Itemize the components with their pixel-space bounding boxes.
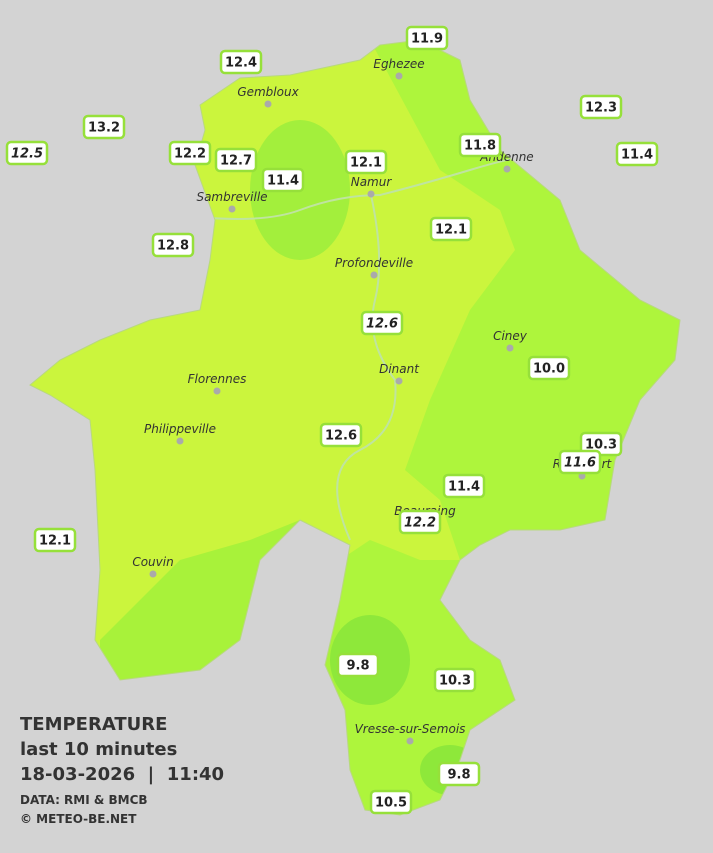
readings: 12.4 11.9 13.2 12.5 12.2 12.7 12.1 11.8 12.3 11.4… [5, 25, 659, 815]
reading-value: 12.2 [404, 516, 436, 531]
reading-value: 12.1 [39, 534, 71, 549]
reading-box [458, 132, 502, 158]
city-label: Ciney [493, 329, 528, 343]
reading-box [151, 232, 195, 258]
reading-value: 11.9 [411, 32, 443, 47]
city-label: Philippeville [144, 422, 216, 436]
reading-value: 12.6 [366, 317, 398, 332]
reading-box [398, 509, 442, 535]
city-dot [264, 100, 272, 108]
city-label: Profondeville [335, 256, 413, 270]
city-dot [406, 737, 414, 745]
reading-box [558, 449, 602, 475]
reading-value: 13.2 [88, 121, 120, 136]
legend-timestamp: 18-03-2026 | 11:40 [20, 764, 224, 785]
reading-box [433, 667, 477, 693]
reading-value: 11.8 [464, 139, 496, 154]
reading-box [261, 167, 305, 193]
city-dot [149, 570, 157, 578]
reading-value: 12.6 [325, 429, 357, 444]
reading-box [319, 422, 363, 448]
legend-subtitle: last 10 minutes [20, 739, 177, 760]
reading-box [219, 49, 263, 75]
reading-value: 10.3 [585, 438, 617, 453]
city-label: Eghezee [373, 57, 424, 71]
reading-value: 10.0 [533, 362, 565, 377]
reading-value: 12.1 [435, 223, 467, 238]
city-label: Gembloux [237, 85, 299, 99]
reading-box [369, 789, 413, 815]
city-dot [506, 344, 514, 352]
reading-box [82, 114, 126, 140]
city-dot [503, 165, 511, 173]
reading-box [168, 140, 212, 166]
reading-box [405, 25, 449, 51]
city-label: Couvin [132, 555, 173, 569]
city-label: Dinant [379, 362, 420, 376]
city-label: Namur [351, 175, 393, 189]
city-dot [395, 72, 403, 80]
reading-box [442, 473, 486, 499]
reading-box [336, 652, 380, 678]
reading-value: 12.1 [350, 156, 382, 171]
city-dot [213, 387, 221, 395]
legend-source: DATA: RMI & BMCB [20, 793, 148, 807]
reading-value: 12.2 [174, 147, 206, 162]
reading-value: 10.3 [439, 674, 471, 689]
reading-value: 11.4 [267, 174, 299, 189]
reading-box [579, 94, 623, 120]
reading-value: 12.4 [225, 56, 257, 71]
city-dot [228, 205, 236, 213]
legend-title: TEMPERATURE [20, 714, 167, 735]
reading-box [360, 310, 404, 336]
legend-copyright: © METEO-BE.NET [20, 812, 137, 826]
reading-value: 11.6 [564, 456, 596, 471]
reading-box [615, 141, 659, 167]
reading-value: 9.8 [346, 659, 369, 674]
reading-value: 11.4 [621, 148, 653, 163]
city-label: Florennes [188, 372, 247, 386]
city-label: Sambreville [196, 190, 267, 204]
reading-box [527, 355, 571, 381]
legend: TEMPERATURE last 10 minutes 18-03-2026 |… [20, 714, 224, 826]
reading-box [437, 761, 481, 787]
reading-value: 11.4 [448, 480, 480, 495]
reading-box [214, 147, 258, 173]
reading-box [429, 216, 473, 242]
reading-value: 10.5 [375, 796, 407, 811]
reading-value: 12.3 [585, 101, 617, 116]
cities: EghezeeGemblouxAndenneNamurSambrevillePr… [132, 57, 613, 745]
reading-value: 12.7 [220, 154, 252, 169]
reading-box [344, 149, 388, 175]
reading-box [33, 527, 77, 553]
city-dot [370, 271, 378, 279]
reading-box [5, 140, 49, 166]
reading-value: 12.5 [11, 147, 43, 162]
city-dot [176, 437, 184, 445]
reading-value: 12.8 [157, 239, 189, 254]
city-dot [395, 377, 403, 385]
reading-value: 9.8 [447, 768, 470, 783]
city-label: Vresse-sur-Semois [355, 722, 466, 736]
city-dot [367, 190, 375, 198]
